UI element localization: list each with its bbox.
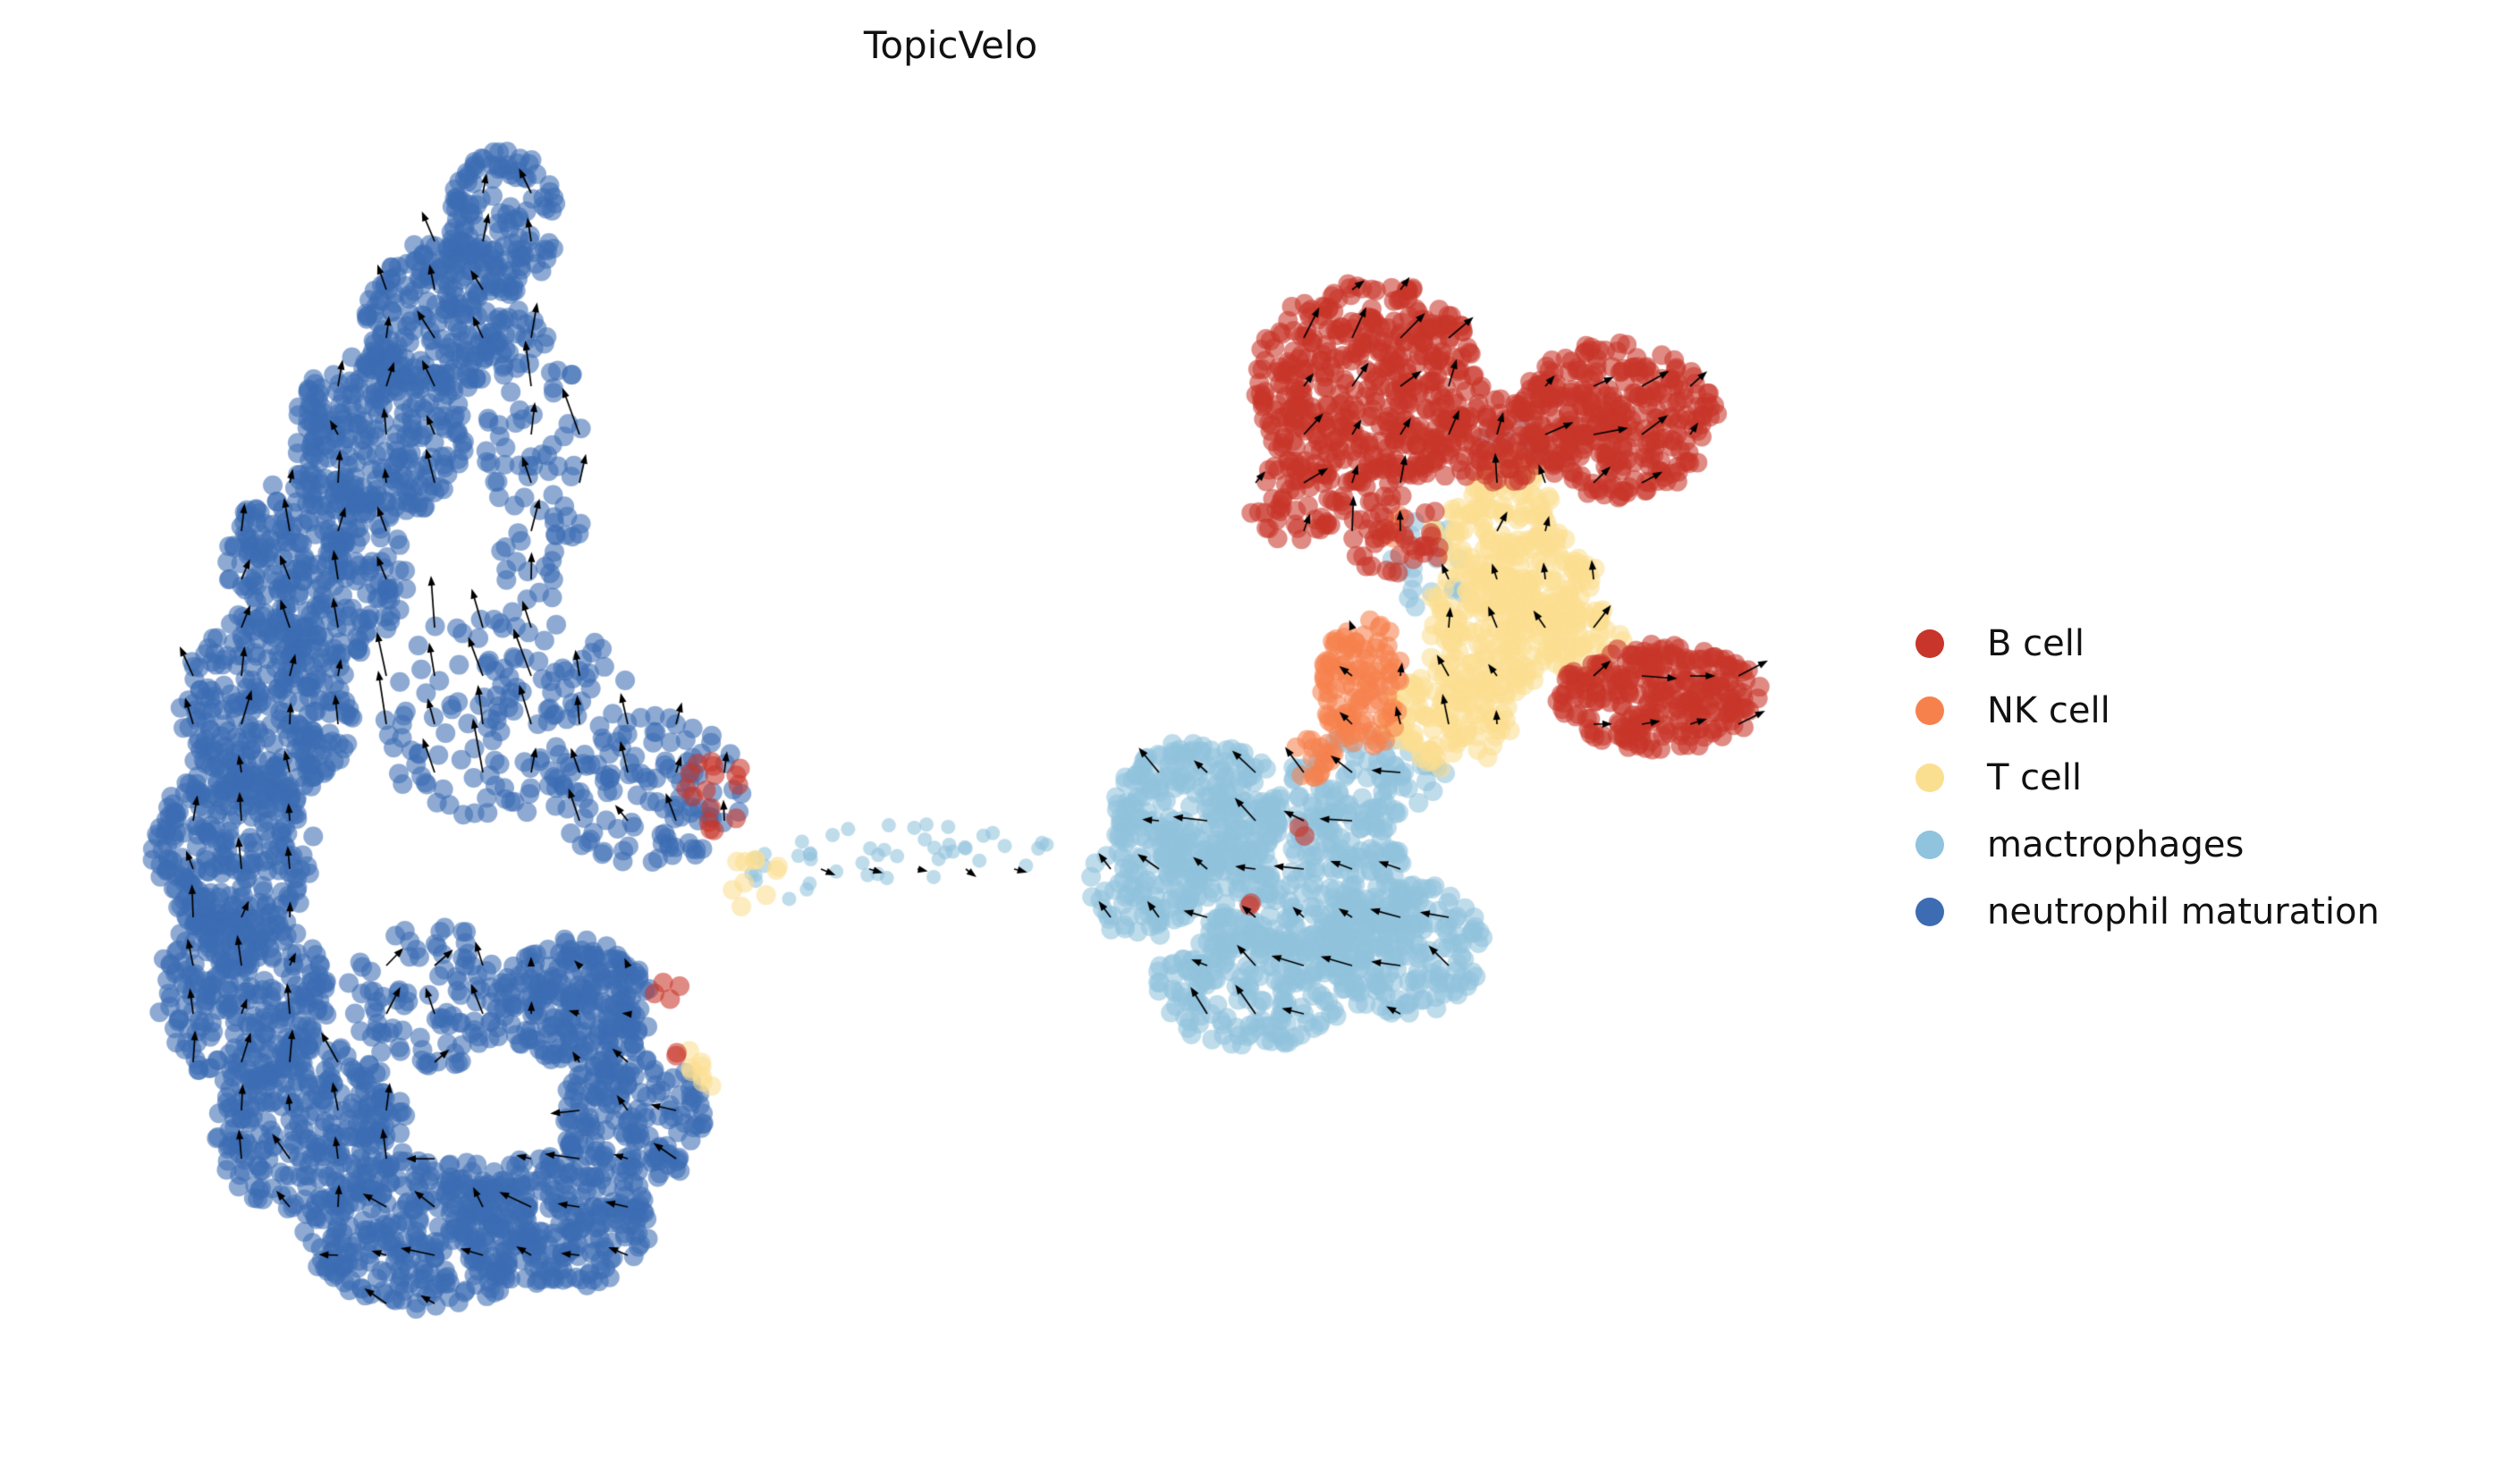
legend-item: neutrophil maturation — [1915, 878, 2380, 945]
legend-label: mactrophages — [1987, 823, 2245, 865]
legend-label: NK cell — [1987, 689, 2110, 731]
legend-dot-icon — [1915, 830, 1944, 859]
legend-label: T cell — [1987, 756, 2082, 798]
legend-label: neutrophil maturation — [1987, 890, 2380, 933]
legend-item: B cell — [1915, 610, 2380, 677]
legend-dot-icon — [1915, 629, 1944, 658]
legend: B cell NK cell T cell mactrophages neutrophi… — [1915, 610, 2380, 945]
chart-title: TopicVelo — [863, 23, 1038, 67]
legend-dot-icon — [1915, 763, 1944, 792]
legend-dot-icon — [1915, 897, 1944, 926]
legend-item: NK cell — [1915, 677, 2380, 744]
legend-dot-icon — [1915, 696, 1944, 725]
legend-label: B cell — [1987, 622, 2084, 664]
legend-item: T cell — [1915, 744, 2380, 811]
legend-item: mactrophages — [1915, 811, 2380, 878]
